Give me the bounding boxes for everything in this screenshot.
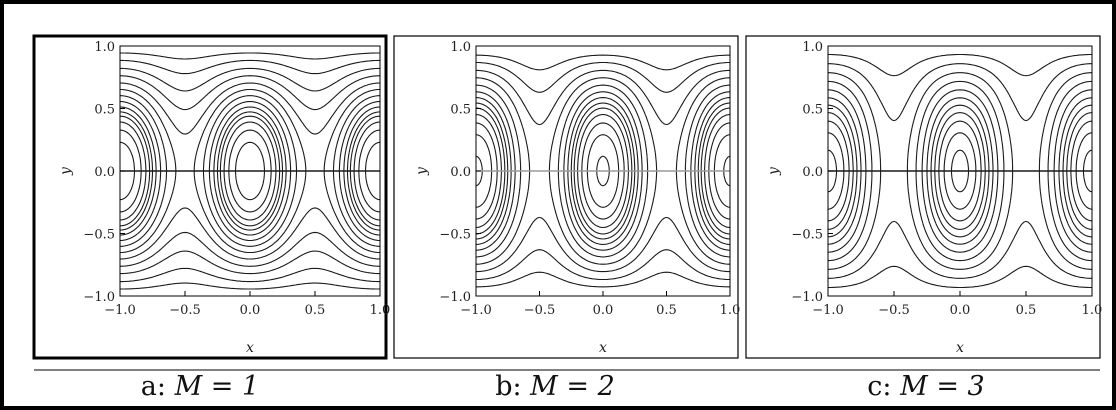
caption-b: b: M = 2 xyxy=(495,371,615,402)
contour-line xyxy=(476,61,730,281)
y-tick-label: −0.5 xyxy=(791,228,823,243)
x-tick-label: −1.0 xyxy=(460,303,492,318)
y-tick-label: −0.5 xyxy=(83,228,115,243)
contour-line xyxy=(828,53,1092,289)
contour-line xyxy=(120,106,380,236)
contour-line xyxy=(476,113,730,229)
y-tick-label: 0.5 xyxy=(94,103,115,118)
contour-line xyxy=(120,141,380,201)
contour-line xyxy=(476,69,730,273)
x-tick-label: 1.0 xyxy=(370,303,391,318)
y-tick-label: 0.0 xyxy=(450,165,471,180)
contour-line xyxy=(476,97,730,245)
caption-a: a: M = 1 xyxy=(141,371,259,402)
panel-frame xyxy=(32,34,388,360)
contour-group xyxy=(476,54,730,288)
contour-line xyxy=(120,67,380,275)
y-tick-label: −1.0 xyxy=(83,290,115,305)
y-tick-label: −1.0 xyxy=(791,290,823,305)
y-tick-label: 1.0 xyxy=(94,40,115,55)
y-axis-label: y xyxy=(766,166,782,176)
contour-line xyxy=(476,84,730,258)
contour-line xyxy=(476,102,730,240)
y-tick-label: 0.0 xyxy=(802,165,823,180)
contour-line xyxy=(120,95,380,247)
x-axis-label: x xyxy=(246,340,254,356)
x-axis-label: x xyxy=(956,340,964,356)
y-tick-label: 0.5 xyxy=(450,103,471,118)
contour-line xyxy=(120,115,380,227)
x-tick-label: 0.0 xyxy=(950,303,971,318)
x-tick-label: 1.0 xyxy=(720,303,741,318)
contour-line xyxy=(120,129,380,213)
x-tick-label: 0.0 xyxy=(593,303,614,318)
panels: −1.0 −0.5 0.0 0.5 1.01.00.50.0−0.5−1.0xy−1.0… xyxy=(32,34,1103,360)
contour-line xyxy=(828,97,1092,245)
contour-line xyxy=(120,100,380,242)
panel-a: −1.0 −0.5 0.0 0.5 1.0 1.0 0.5 0.0 −0.5 −1.0 x y xyxy=(32,34,391,360)
contour-line xyxy=(476,134,730,208)
y-tick-label: 1.0 xyxy=(802,40,823,55)
contour-line xyxy=(476,122,730,220)
contour-group xyxy=(120,52,380,290)
contour-line xyxy=(120,59,380,283)
contour-line xyxy=(476,54,730,288)
contour-line xyxy=(120,111,380,231)
contour-line xyxy=(828,120,1092,222)
contour-line xyxy=(120,121,380,221)
panel-b: −1.0 −0.5 0.0 0.5 1.0 1.0 0.5 0.0 −0.5 −1.0 x y xyxy=(393,35,741,359)
contour-line xyxy=(120,82,380,260)
contour-line xyxy=(828,132,1092,210)
y-axis-label: y xyxy=(58,166,74,176)
caption-c: c: M = 3 xyxy=(867,371,984,402)
y-tick-label: −0.5 xyxy=(439,228,471,243)
x-tick-label: 0.5 xyxy=(656,303,677,318)
x-tick-label: 0.5 xyxy=(1016,303,1037,318)
x-tick-label: −1.0 xyxy=(812,303,844,318)
x-tick-label: −0.5 xyxy=(524,303,556,318)
y-tick-label: 0.0 xyxy=(94,165,115,180)
contour-line xyxy=(828,89,1092,253)
contour-line xyxy=(120,75,380,267)
y-tick-label: 1.0 xyxy=(450,40,471,55)
x-tick-label: 0.5 xyxy=(305,303,326,318)
panel-c: −1.0 −0.5 0.0 0.5 1.0 1.0 0.5 0.0 −0.5 −1.0 x y xyxy=(745,35,1103,359)
contour-line xyxy=(828,72,1092,270)
contour-line xyxy=(828,63,1092,279)
y-axis-label: y xyxy=(414,166,430,176)
y-tick-label: 0.5 xyxy=(802,103,823,118)
contour-line xyxy=(120,52,380,290)
contour-line xyxy=(120,88,380,254)
panel-frame xyxy=(745,35,1101,359)
x-tick-label: −0.5 xyxy=(169,303,201,318)
contour-line xyxy=(828,104,1092,238)
contour-line xyxy=(476,77,730,265)
y-tick-label: −1.0 xyxy=(439,290,471,305)
x-tick-label: −0.5 xyxy=(878,303,910,318)
x-tick-label: 0.0 xyxy=(240,303,261,318)
x-tick-label: −1.0 xyxy=(104,303,136,318)
x-axis-label: x xyxy=(599,340,607,356)
x-tick-label: 1.0 xyxy=(1082,303,1103,318)
